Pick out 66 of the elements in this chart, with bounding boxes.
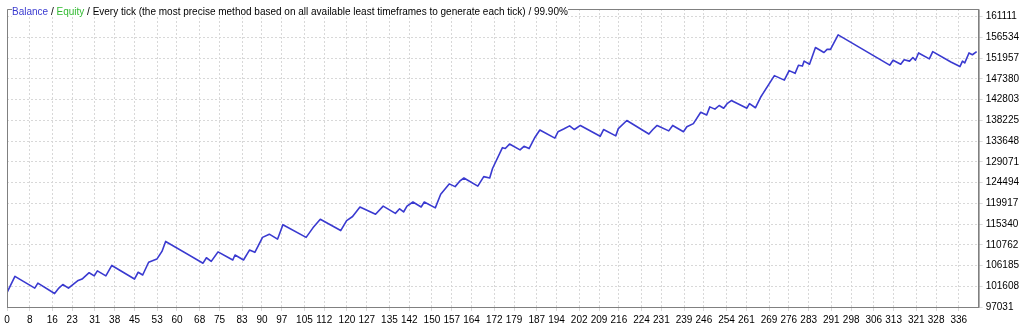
y-tick-label: 119917 — [985, 197, 1019, 209]
x-tick-label: 150 — [423, 313, 441, 325]
y-tick-label: 101608 — [985, 280, 1020, 292]
x-tick-label: 298 — [842, 313, 860, 325]
y-tick-label: 142803 — [985, 93, 1020, 105]
x-tick-label: 90 — [256, 313, 268, 325]
x-tick-label: 209 — [590, 313, 608, 325]
text: Balance — [12, 6, 49, 17]
y-tick-label: 147380 — [985, 72, 1020, 84]
x-tick-label: 306 — [865, 313, 883, 325]
x-tick-label: 194 — [548, 313, 566, 325]
x-tick-label: 97 — [276, 313, 288, 325]
y-tick-label: 115340 — [985, 217, 1019, 229]
x-tick-label: 321 — [907, 313, 926, 325]
y-tick-label: 133648 — [985, 134, 1020, 146]
x-tick-label: 135 — [381, 313, 399, 325]
x-tick-label: 53 — [151, 313, 164, 325]
y-tick-label: 110762 — [985, 238, 1019, 250]
annotation: / — [86, 6, 91, 17]
x-tick-label: 179 — [505, 313, 523, 325]
x-tick-label: 120 — [338, 313, 356, 325]
x-tick-label: 127 — [358, 313, 376, 325]
x-tick-label: 276 — [780, 313, 798, 325]
x-tick-label: 38 — [109, 313, 121, 325]
x-tick-label: 261 — [738, 313, 756, 325]
x-tick-label: 283 — [800, 313, 818, 325]
chart-subtitle: Every tick (the most precise method based on all available least timeframes to generate each tick) / 99.90% — [92, 6, 568, 17]
x-tick-label: 112 — [316, 313, 333, 325]
x-tick-label: 157 — [443, 313, 461, 325]
x-tick-label: 68 — [194, 313, 206, 325]
y-tick-label: 161111 — [985, 10, 1018, 22]
x-tick-label: 83 — [236, 313, 249, 325]
x-tick-label: 172 — [485, 313, 504, 325]
x-tick-label: 224 — [633, 313, 651, 325]
x-tick-label: 269 — [760, 313, 778, 325]
x-tick-label: 60 — [171, 313, 183, 325]
y-tick-label: 124494 — [985, 176, 1020, 188]
x-tick-label: 45 — [128, 313, 141, 325]
x-tick-label: 164 — [463, 313, 481, 325]
y-tick-label: 138225 — [985, 114, 1020, 126]
x-tick-label: 328 — [927, 313, 945, 325]
x-tick-label: 231 — [653, 313, 671, 325]
x-tick-label: 187 — [528, 313, 546, 325]
x-tick-label: 216 — [610, 313, 628, 325]
x-tick-label: 291 — [822, 313, 841, 325]
x-tick-label: 254 — [718, 313, 736, 325]
x-tick-label: 246 — [695, 313, 713, 325]
x-tick-label: 0 — [4, 313, 11, 325]
annotation: / — [49, 6, 55, 17]
y-tick-label: 97031 — [985, 300, 1014, 312]
x-tick-label: 142 — [400, 313, 419, 325]
x-tick-label: 336 — [950, 313, 968, 325]
x-tick-label: 239 — [675, 313, 693, 325]
y-tick-label: 129071 — [985, 155, 1020, 167]
x-tick-label: 313 — [885, 313, 903, 325]
x-tick-label: 23 — [66, 313, 79, 325]
legend-label: Equity — [56, 6, 85, 17]
x-tick-label: 31 — [89, 313, 101, 325]
y-tick-label: 106185 — [985, 259, 1020, 271]
x-tick-label: 16 — [46, 313, 59, 325]
x-tick-label: 8 — [26, 313, 33, 325]
y-tick-label: 151957 — [985, 51, 1020, 63]
x-tick-label: 75 — [213, 313, 226, 325]
x-tick-label: 202 — [570, 313, 588, 325]
y-tick-label: 156534 — [985, 31, 1020, 43]
x-tick-label: 105 — [296, 313, 314, 325]
